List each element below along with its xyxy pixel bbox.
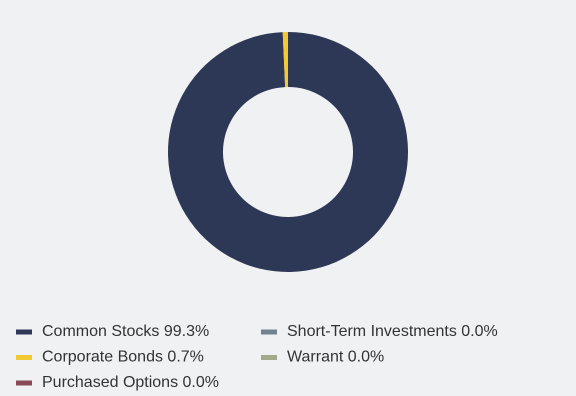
legend-category: Warrant	[287, 349, 344, 366]
legend-label: Corporate Bonds 0.7%	[42, 349, 204, 366]
legend-label: Purchased Options 0.0%	[42, 374, 219, 391]
legend-category: Purchased Options	[42, 374, 178, 391]
legend-value: 0.7%	[167, 349, 203, 366]
slice	[167, 32, 408, 272]
legend-category: Short-Term Investments	[287, 323, 457, 340]
legend-value: 0.0%	[348, 349, 384, 366]
legend-swatch	[261, 355, 277, 360]
legend-value: 0.0%	[183, 374, 219, 391]
legend-value: 0.0%	[461, 323, 497, 340]
legend-category: Common Stocks	[42, 323, 159, 340]
legend-swatch	[16, 355, 32, 360]
legend-category: Corporate Bonds	[42, 349, 163, 366]
legend-value: 99.3%	[164, 323, 209, 340]
slice	[282, 32, 288, 88]
legend-swatch	[16, 329, 32, 335]
legend-label: Warrant 0.0%	[287, 349, 384, 366]
legend-swatch	[16, 380, 32, 386]
legend-label: Short-Term Investments 0.0%	[287, 323, 498, 340]
legend-label: Common Stocks 99.3%	[42, 323, 209, 340]
legend-swatch	[261, 329, 277, 335]
